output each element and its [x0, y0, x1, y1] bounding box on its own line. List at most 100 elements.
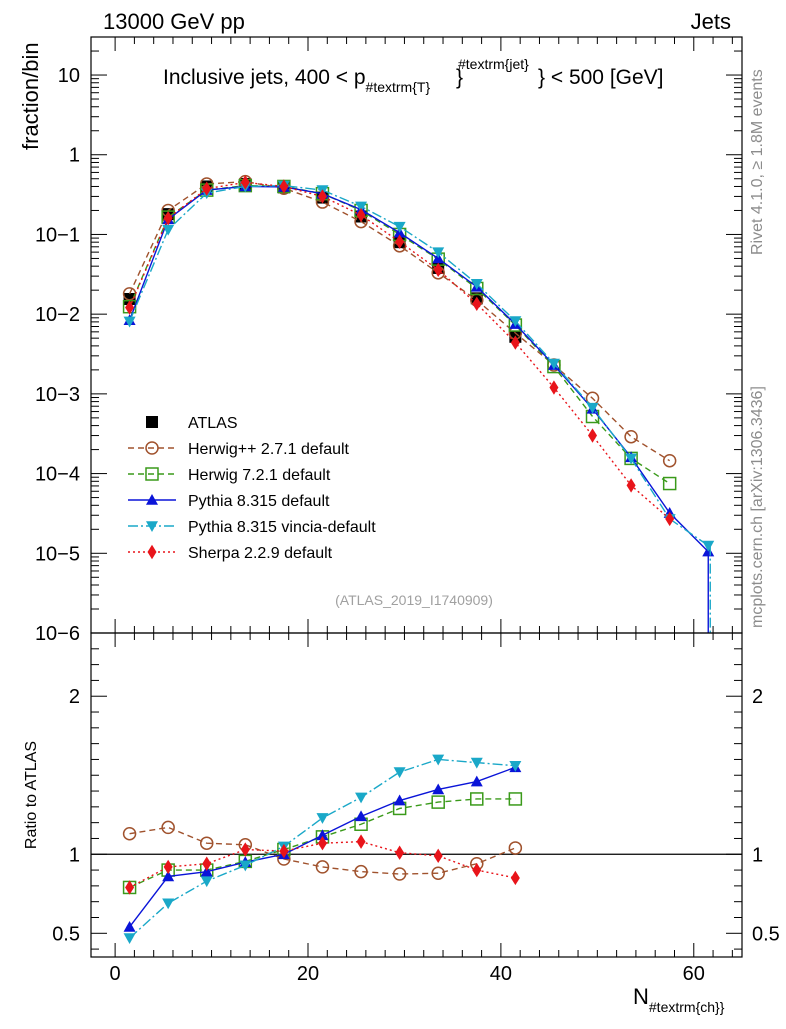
vincia-legend-marker — [146, 521, 158, 532]
vincia-ratio-point — [355, 792, 368, 804]
x-tick-label: 60 — [683, 963, 705, 985]
pythia-legend-marker — [146, 494, 158, 505]
x-axis-label: N#textrm{ch}} — [633, 984, 725, 1015]
herwigpp-point — [662, 453, 677, 468]
vincia-ratio-point — [200, 876, 213, 888]
sherpa-ratio-point — [510, 870, 520, 886]
y-tick-label: 10−1 — [35, 224, 80, 246]
pythia-ratio-point — [316, 829, 329, 841]
main-series-group — [122, 174, 715, 633]
herwigpp-ratio-point — [199, 836, 214, 850]
herwigpp-ratio-point — [508, 841, 523, 855]
ratio-y-tick-label-right: 2 — [752, 686, 763, 708]
ratio-y-tick-label: 1 — [69, 844, 80, 866]
herwigpp-ratio-point — [161, 820, 175, 835]
herwigpp-ratio-point — [122, 826, 137, 841]
y-tick-label: 1 — [69, 145, 80, 167]
vincia-line — [128, 184, 709, 547]
sherpa-ratio-point — [125, 880, 135, 895]
ratio-panel-frame — [90, 632, 743, 958]
vincia-ratio-point — [470, 757, 483, 769]
herwig7-legend-marker — [145, 467, 159, 481]
y-tick-label: 10 — [58, 65, 80, 87]
x-tick-label: 20 — [297, 963, 319, 985]
sherpa-ratio-point — [433, 848, 443, 864]
analysis-id: (ATLAS_2019_I1740909) — [335, 592, 493, 608]
vincia-point — [547, 358, 560, 370]
herwig7-ratio-point — [431, 795, 445, 809]
vincia-point — [586, 402, 599, 414]
vincia-point — [625, 453, 638, 465]
vincia-point — [355, 201, 368, 213]
sherpa-ratio-point — [279, 843, 289, 859]
sherpa-point — [317, 189, 327, 204]
herwigpp-line — [128, 180, 671, 462]
herwigpp-point — [624, 429, 638, 444]
sherpa-point — [588, 428, 598, 443]
herwigpp-ratio-point — [392, 867, 407, 881]
energy-label: 13000 GeV pp — [103, 9, 245, 34]
herwigpp-ratio-point — [431, 866, 445, 880]
vincia-ratio-point — [316, 813, 329, 824]
sherpa-ratio-point — [202, 856, 212, 871]
ratio-axes: 0 20 40 60 2 2 1 1 0.5 0.5 — [52, 633, 780, 985]
sherpa-ratio-point — [240, 842, 250, 857]
main-y-axis-label: fraction/bin — [18, 42, 43, 150]
sherpa-ratio-point — [163, 859, 173, 875]
sherpa-point — [356, 207, 366, 223]
chart-title: Inclusive jets, 400 < p#textrm{T}#textrm… — [163, 56, 664, 95]
vincia-point — [432, 247, 445, 259]
sherpa-point — [240, 175, 250, 190]
ATLAS-legend-marker — [146, 416, 158, 428]
vincia-ratio-point — [393, 767, 406, 779]
vincia-point — [162, 224, 175, 236]
sherpa-point — [279, 179, 289, 194]
sherpa-ratio-point — [395, 845, 405, 860]
sherpa-point — [549, 380, 559, 395]
legend: ATLAS Herwig++ 2.7.1 default Herwig 7.2.1 … — [128, 415, 376, 562]
y-tick-label: 10−6 — [35, 623, 80, 645]
vincia-point — [123, 316, 136, 328]
herwigpp-ratio-point — [315, 860, 330, 874]
ratio-y-tick-label: 0.5 — [52, 923, 80, 945]
sherpa-ratio-point — [356, 834, 366, 849]
pythia-ratio-point — [200, 865, 213, 877]
sherpa-ratio-point — [472, 862, 482, 878]
vincia-ratio-point — [509, 760, 522, 772]
vincia-ratio-point — [239, 860, 252, 872]
vincia-point — [393, 221, 406, 233]
ratio-y-tick-label-right: 1 — [752, 844, 763, 866]
sherpa-point — [395, 234, 405, 249]
vincia-ratio-point — [432, 754, 445, 766]
x-tick-label: 40 — [490, 963, 512, 985]
vincia-ratio-point — [123, 933, 136, 945]
ratio-y-tick-label: 2 — [69, 686, 80, 708]
pythia-ratio-point — [393, 794, 406, 806]
sherpa-legend-marker — [147, 544, 157, 560]
sherpa-point — [125, 300, 135, 315]
herwigpp-legend-marker — [145, 441, 159, 455]
sherpa-point — [163, 210, 173, 226]
pythia-ratio-point — [355, 810, 368, 822]
herwig7-ratio-point — [508, 792, 523, 806]
y-tick-label: 10−3 — [35, 384, 80, 406]
y-tick-label: 10−2 — [35, 304, 80, 326]
sherpa-legend-label: Sherpa 2.2.9 default — [188, 545, 333, 562]
pythia-ratio-point — [470, 775, 483, 787]
sherpa-ratio-point — [317, 836, 327, 851]
herwig7-line — [128, 184, 671, 485]
herwigpp-legend-label: Herwig++ 2.7.1 default — [188, 441, 350, 458]
pythia-ratio-point — [432, 783, 445, 795]
pythia-ratio-point — [162, 870, 175, 882]
ratio-y-axis-label: Ratio to ATLAS — [23, 741, 40, 849]
vincia-point — [470, 279, 483, 290]
ratio-series-group — [122, 754, 523, 945]
vincia-legend-label: Pythia 8.315 vincia-default — [188, 519, 376, 536]
herwig7-point — [662, 476, 677, 491]
title-brace: } — [456, 66, 463, 89]
mcplots-label: mcplots.cern.ch [arXiv:1306.3436] — [749, 386, 766, 628]
sherpa-point — [202, 181, 212, 196]
sherpa-point — [665, 511, 675, 527]
